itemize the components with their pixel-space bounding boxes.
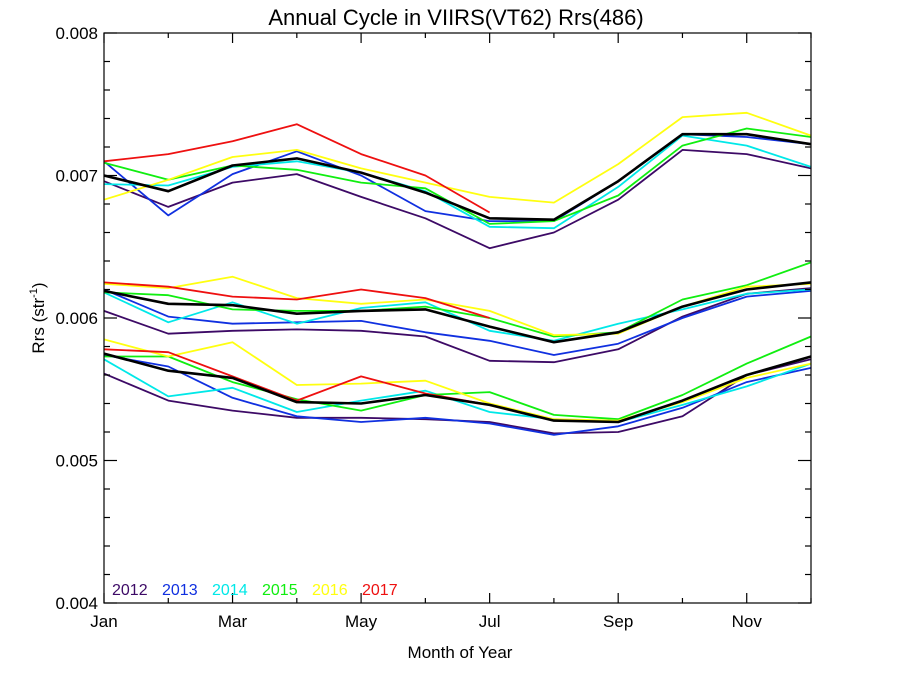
y-axis-label: Rrs (str-1) [28,282,48,353]
legend-entry-2013: 2013 [162,582,198,599]
series-line-2012-1 [103,148,812,250]
y-tick-label: 0.005 [55,452,98,471]
x-tick-label: Jul [479,612,501,631]
y-axis-label-close: ) [29,282,48,288]
plot-lines [103,111,812,436]
series-line-2014-2 [103,288,812,342]
series-line-2017-1 [103,123,491,214]
series-line-2014-3 [103,358,812,423]
y-tick-label: 0.007 [55,167,98,186]
series-line-2014-1 [103,134,812,230]
x-tick-label: Mar [218,612,248,631]
series-line-2012-3 [103,358,812,435]
x-tick-label: Nov [732,612,763,631]
series-line-2017-2 [103,281,490,319]
series-line-2013-3 [103,354,812,436]
series-line-mean-1 [103,132,812,221]
legend: 2012 2013 2014 2015 2016 2017 [112,582,398,599]
x-tick-label: May [345,612,378,631]
legend-entry-2017: 2017 [362,582,398,599]
y-tick-label: 0.006 [55,309,98,328]
y-axis-label-sup: -1 [28,288,40,298]
x-tick-labels: Jan Mar May Jul Sep Nov [90,612,762,631]
legend-entry-2014: 2014 [212,582,248,599]
y-tick-label: 0.008 [55,24,98,43]
legend-entry-2016: 2016 [312,582,348,599]
legend-entry-2012: 2012 [112,582,148,599]
series-line-2012-2 [103,287,812,364]
y-tick-labels: 0.004 0.005 0.006 0.007 0.008 [55,24,98,613]
x-tick-label: Sep [603,612,633,631]
series-line-mean-3 [103,352,812,424]
y-axis-label-main: Rrs (str [29,298,48,354]
series-line-2016-1 [103,111,812,204]
x-axis-label: Month of Year [408,643,513,662]
axis-ticks [103,32,812,604]
series-line-2015-2 [103,261,812,338]
x-tick-label: Jan [90,612,117,631]
y-tick-label: 0.004 [55,594,98,613]
series-line-2017-3 [103,348,490,406]
series-line-mean-2 [103,281,812,344]
chart-title: Annual Cycle in VIIRS(VT62) Rrs(486) [268,5,643,30]
series-line-2016-3 [103,338,812,422]
series-line-2013-2 [103,288,812,356]
legend-entry-2015: 2015 [262,582,298,599]
